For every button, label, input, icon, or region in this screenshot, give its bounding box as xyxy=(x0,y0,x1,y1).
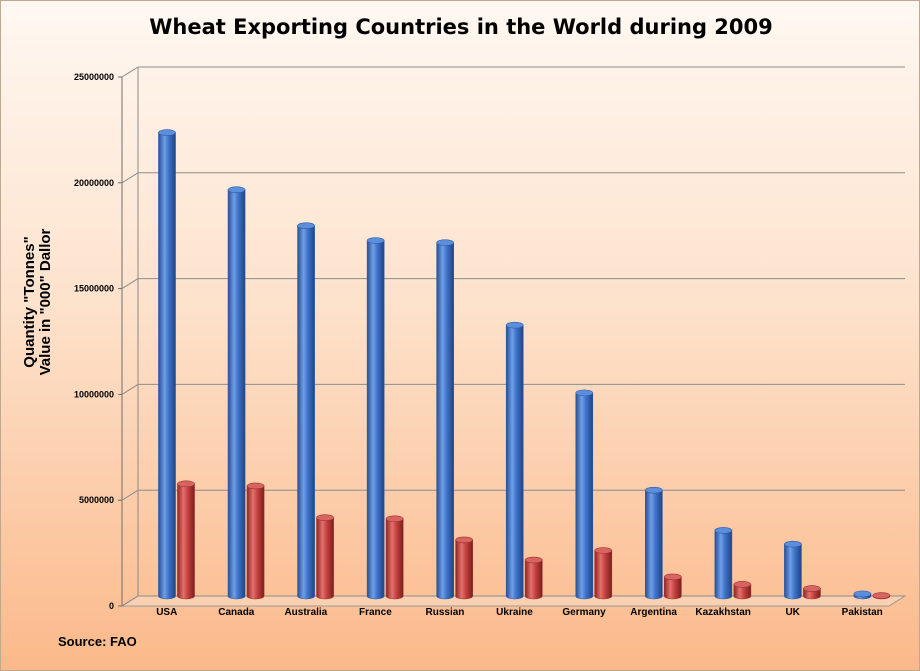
bar-blue-australia xyxy=(297,222,315,600)
bar-body xyxy=(524,559,543,600)
bar-body xyxy=(436,242,454,600)
y-tick-label: 5000000 xyxy=(79,495,114,505)
bar-red-russian xyxy=(455,536,473,600)
bar-blue-germany xyxy=(575,389,594,600)
bar-cap xyxy=(158,129,176,136)
bar-body xyxy=(158,132,176,600)
bar-cap xyxy=(505,321,524,329)
bar-cap xyxy=(784,540,802,548)
bar-red-canada xyxy=(246,482,265,600)
x-tick-label: Ukraine xyxy=(496,607,533,618)
bar-blue-ukraine xyxy=(505,321,524,600)
bar-body xyxy=(366,240,385,600)
y-tick-label: 20000000 xyxy=(74,178,114,188)
bar-blue-usa xyxy=(158,129,176,600)
bar-cap xyxy=(714,527,733,534)
y-axis-title: Quantity "Tonnes" Value in "000" Dallor xyxy=(21,228,54,375)
y-tick-label: 0 xyxy=(109,601,114,611)
bar-red-france xyxy=(385,515,404,600)
bar-body xyxy=(177,483,195,600)
bar-cap xyxy=(316,514,334,522)
bar-body xyxy=(594,550,613,600)
bar-blue-uk xyxy=(784,540,802,600)
y-axis-label-line2: Value in "000" Dallor xyxy=(37,228,54,375)
bar-cap xyxy=(853,590,872,598)
bar-body xyxy=(575,392,594,600)
bar-red-uk xyxy=(803,585,821,600)
bar-cap xyxy=(575,389,594,397)
bar-cap xyxy=(177,480,195,488)
bar-cap xyxy=(645,486,663,494)
bar-cap xyxy=(733,581,752,588)
bar-body xyxy=(316,517,334,600)
x-tick-label: Pakistan xyxy=(842,607,883,618)
bar-cap xyxy=(803,585,821,592)
bar-body xyxy=(714,530,733,600)
chart-title: Wheat Exporting Countries in the World d… xyxy=(149,15,773,39)
source-note: Source: FAO xyxy=(58,634,137,649)
bar-body xyxy=(227,189,246,600)
bar-cap xyxy=(436,239,454,246)
bar-body xyxy=(645,489,663,600)
bar-cap xyxy=(385,515,404,523)
bar-cap xyxy=(664,573,682,581)
bar-red-ukraine xyxy=(524,556,543,600)
x-tick-label: Russian xyxy=(426,607,465,618)
gridline-side xyxy=(121,172,139,184)
gridline-side xyxy=(121,595,139,607)
y-tick-label: 25000000 xyxy=(74,72,114,82)
gridline-side xyxy=(121,66,139,78)
bar-red-argentina xyxy=(664,573,682,600)
bar-body xyxy=(297,225,315,600)
x-tick-label: Germany xyxy=(562,607,606,618)
bar-body xyxy=(455,539,473,600)
bar-cap xyxy=(594,547,613,554)
y-axis-label-line1: Quantity "Tonnes" xyxy=(21,236,38,367)
bar-blue-canada xyxy=(227,186,246,600)
bar-body xyxy=(385,518,404,600)
bar-body xyxy=(664,576,682,600)
bar-body xyxy=(505,324,524,600)
x-tick-label: Argentina xyxy=(630,607,677,618)
bar-cap xyxy=(872,592,891,599)
bar-red-pakistan xyxy=(872,592,891,600)
bar-cap xyxy=(227,186,246,194)
bar-red-usa xyxy=(177,480,195,600)
x-tick-label: Australia xyxy=(284,607,327,618)
x-tick-label: Canada xyxy=(218,607,255,618)
bar-blue-russian xyxy=(436,239,454,600)
bar-blue-kazakhstan xyxy=(714,527,733,600)
bar-blue-argentina xyxy=(645,486,663,600)
bar-cap xyxy=(524,556,543,564)
bar-red-germany xyxy=(594,547,613,600)
x-tick-label: France xyxy=(359,607,392,618)
y-tick-label: 10000000 xyxy=(74,389,114,399)
bar-body xyxy=(733,584,752,600)
y-tick-labels: 0 5000000 10000000 15000000 20000000 25000000 xyxy=(74,72,114,611)
bar-body xyxy=(784,543,802,600)
x-tick-label: Kazakhstan xyxy=(695,607,751,618)
y-tick-label: 15000000 xyxy=(74,284,114,294)
gridline-side xyxy=(121,383,139,395)
x-tick-label: USA xyxy=(156,607,177,618)
gridline-side xyxy=(121,278,139,290)
x-tick-labels: USA Canada Australia France Russian Ukraine Ge… xyxy=(156,607,883,618)
bar-cap xyxy=(455,536,473,544)
bar-blue-pakistan xyxy=(853,590,872,600)
bars xyxy=(158,129,891,600)
bar-blue-france xyxy=(366,237,385,600)
bar-cap xyxy=(366,237,385,244)
bar-body xyxy=(246,485,265,600)
bar-red-australia xyxy=(316,514,334,600)
bar-cap xyxy=(246,482,265,490)
bar-cap xyxy=(297,222,315,229)
x-tick-label: UK xyxy=(785,607,800,618)
bar-red-kazakhstan xyxy=(733,581,752,600)
gridline-side xyxy=(121,489,139,501)
